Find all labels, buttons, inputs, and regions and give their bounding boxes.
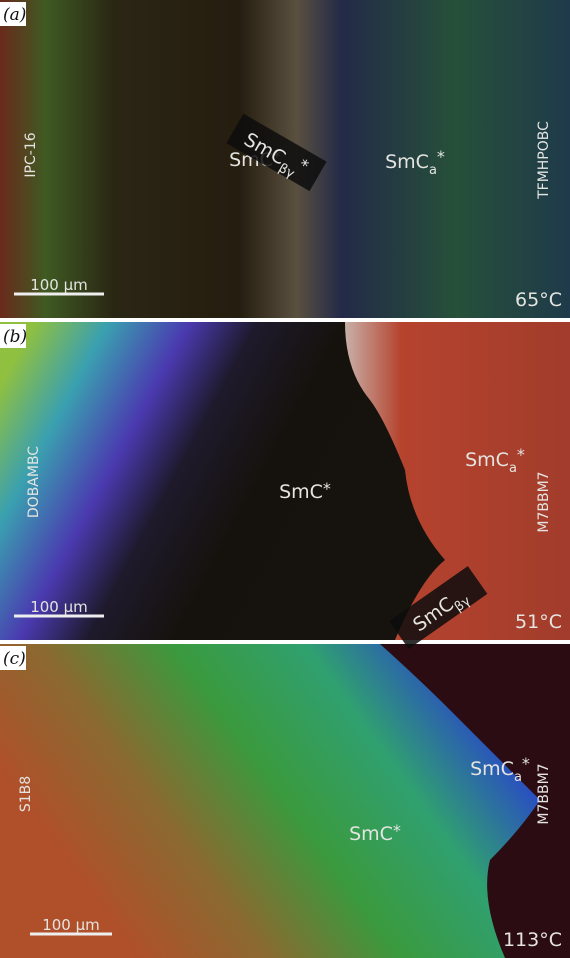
phase-base: SmC	[349, 823, 393, 845]
phase-superscript: *	[323, 479, 331, 498]
phase-base: SmC	[385, 151, 429, 173]
panel-label: (a)	[3, 5, 26, 25]
phase-base: SmC	[470, 758, 514, 780]
compound-label: TFMHPOBC	[536, 121, 552, 200]
phase-superscript: *	[522, 754, 530, 773]
phase-base: SmC	[279, 481, 323, 503]
phase-subscript: a	[514, 770, 522, 785]
scale-bar-label: 100 μm	[30, 598, 88, 616]
temperature-label: 65°C	[515, 289, 562, 311]
phase-superscript: *	[437, 147, 445, 166]
compound-label: S1B8	[18, 776, 34, 812]
panel-label: (c)	[3, 649, 26, 669]
compound-label: DOBAMBC	[26, 446, 42, 518]
compound-label: IPC-16	[23, 132, 39, 177]
scale-bar-label: 100 μm	[42, 916, 100, 934]
compound-label: M7BBM7	[536, 763, 552, 824]
temperature-label: 51°C	[515, 611, 562, 633]
scale-bar-label: 100 μm	[30, 276, 88, 294]
panel-label: (b)	[3, 327, 27, 347]
phase-subscript: a	[429, 163, 437, 178]
figure: (a)IPC-16TFMHPOBCSmC*SmCβγ*SmCa*100 μm65…	[0, 0, 570, 958]
phase-superscript: *	[517, 445, 525, 464]
phase-subscript: a	[509, 461, 517, 476]
compound-label: M7BBM7	[536, 471, 552, 532]
page: (a)IPC-16TFMHPOBCSmC*SmCβγ*SmCa*100 μm65…	[0, 0, 570, 958]
phase-superscript: *	[393, 821, 401, 840]
phase-base: SmC	[465, 449, 509, 471]
temperature-label: 113°C	[503, 929, 562, 951]
